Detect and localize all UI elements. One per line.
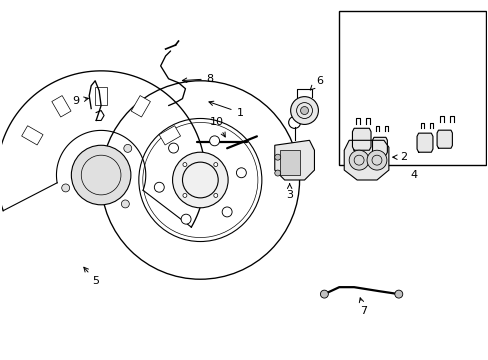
Circle shape xyxy=(320,290,327,298)
Polygon shape xyxy=(372,137,386,155)
Circle shape xyxy=(366,150,386,170)
Circle shape xyxy=(290,96,318,125)
Circle shape xyxy=(154,182,164,192)
Bar xyxy=(339,11,485,165)
Polygon shape xyxy=(436,130,451,148)
Circle shape xyxy=(222,207,232,217)
Circle shape xyxy=(123,144,131,152)
Text: 9: 9 xyxy=(73,96,88,105)
Circle shape xyxy=(213,163,217,167)
Circle shape xyxy=(181,214,191,224)
Circle shape xyxy=(183,193,186,197)
Circle shape xyxy=(394,290,402,298)
Circle shape xyxy=(274,170,280,176)
Circle shape xyxy=(348,150,368,170)
Circle shape xyxy=(300,107,308,114)
Text: 7: 7 xyxy=(359,298,367,316)
Polygon shape xyxy=(352,128,370,150)
Polygon shape xyxy=(344,140,388,180)
Circle shape xyxy=(213,193,217,197)
Polygon shape xyxy=(416,133,432,152)
Polygon shape xyxy=(21,126,43,145)
Text: 8: 8 xyxy=(182,74,213,84)
Circle shape xyxy=(183,163,186,167)
Polygon shape xyxy=(95,87,107,105)
Text: 2: 2 xyxy=(392,152,407,162)
Circle shape xyxy=(172,152,228,208)
Polygon shape xyxy=(159,126,180,145)
Polygon shape xyxy=(131,96,150,117)
Text: 3: 3 xyxy=(285,184,292,200)
Circle shape xyxy=(61,184,69,192)
Text: 10: 10 xyxy=(210,117,225,137)
Bar xyxy=(279,150,299,175)
Circle shape xyxy=(121,200,129,208)
Polygon shape xyxy=(52,96,71,117)
Text: 1: 1 xyxy=(208,101,243,117)
Circle shape xyxy=(236,168,246,178)
Circle shape xyxy=(209,136,219,146)
Polygon shape xyxy=(274,140,314,180)
Text: 6: 6 xyxy=(309,76,322,90)
Text: 4: 4 xyxy=(409,170,416,180)
Circle shape xyxy=(71,145,131,205)
Text: 5: 5 xyxy=(83,267,100,286)
Circle shape xyxy=(274,154,280,160)
Circle shape xyxy=(168,143,178,153)
